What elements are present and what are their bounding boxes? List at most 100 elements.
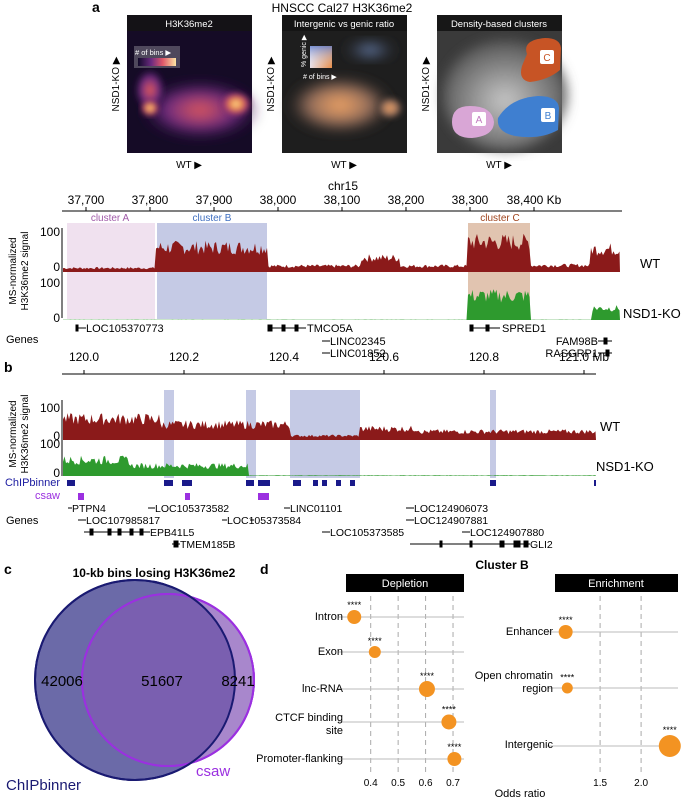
odds-ratio-point <box>347 610 362 624</box>
legend-x-label: # of bins ▶ <box>303 74 337 81</box>
gene-models <box>68 507 530 548</box>
nsd1-ko-sample-label: NSD1-KO <box>623 306 681 321</box>
odds-ratio-point <box>418 681 435 697</box>
gene-label: LOC105373585 <box>330 527 404 539</box>
cluster-c-region-label: cluster C <box>480 213 519 224</box>
enrichment-title: Enrichment <box>588 578 644 590</box>
genes-label: Genes <box>6 334 39 346</box>
axis-tick-label: 120.4 <box>269 350 299 364</box>
axis-tick-label: 37,900 <box>196 193 233 207</box>
gene-label: EPB41L5 <box>150 527 195 539</box>
category-label: Exon <box>318 646 343 658</box>
chromosome-label: chr15 <box>328 179 358 193</box>
category-label: lnc-RNA <box>302 683 344 695</box>
significance-label: **** <box>559 615 574 625</box>
x-tick-label: 1.5 <box>593 778 607 789</box>
heatmap-clusters: Density-based clusters C B A WT ▶ NSD1-K… <box>421 15 567 171</box>
wt-signal-track <box>63 413 596 440</box>
cluster-b-title: Cluster B <box>475 558 529 572</box>
chipbinner-only-count: 42006 <box>41 673 83 690</box>
x-tick-label: 0.5 <box>391 778 405 789</box>
significance-label: **** <box>447 742 462 752</box>
nsd1-ko-signal-track <box>63 289 620 320</box>
gene-label: LOC124907881 <box>414 515 488 527</box>
odds-ratio-point <box>441 714 457 730</box>
cluster-c-label: C <box>543 53 550 64</box>
heatmap-h3k36me2: H3K36me2 # of bins ▶ WT ▶ NSD1-KO ▶ <box>111 15 260 171</box>
axis-tick-label: 38,400 Kb <box>507 193 562 207</box>
significance-label: **** <box>663 725 678 735</box>
cluster-b-region <box>497 96 559 138</box>
y-axis-label: NSD1-KO ▶ <box>111 56 122 111</box>
panel-c-letter: c <box>4 561 12 577</box>
x-axis-label: WT ▶ <box>486 160 512 171</box>
panel-d-letter: d <box>260 561 269 577</box>
heatmap-title: Density-based clusters <box>451 19 547 30</box>
gene-label: PTPN4 <box>72 503 106 515</box>
heatmap-title: Intergenic vs genic ratio <box>294 19 394 30</box>
coordinate-axis: 37,700 37,800 37,900 38,000 38,100 38,200 38,3… <box>62 193 622 212</box>
genes-label: Genes <box>6 515 39 527</box>
gene-label: LOC124906073 <box>414 503 488 515</box>
x-axis-label: WT ▶ <box>331 160 357 171</box>
y-axis-label: NSD1-KO ▶ <box>421 56 432 111</box>
chipbinner-set-label: ChIPbinner <box>6 777 81 794</box>
csaw-calls <box>78 493 269 500</box>
wt-ymax: 100 <box>40 401 60 415</box>
category-label: CTCF binding <box>275 712 343 724</box>
chipbinner-calls <box>67 480 596 486</box>
wt-signal-track <box>63 233 620 272</box>
venn-title: 10-kb bins losing H3K36me2 <box>73 566 236 580</box>
figure-title: HNSCC Cal27 H3K36me2 <box>272 1 413 15</box>
nsd1-ko-sample-label: NSD1-KO <box>596 459 654 474</box>
wt-ymin: 0 <box>53 429 60 443</box>
ko-ymax: 100 <box>40 437 60 451</box>
axis-tick-label: 120.6 <box>369 350 399 364</box>
gene-label: LINC01101 <box>290 503 343 515</box>
gene-label: TMCO5A <box>307 323 354 335</box>
gene-label: RASGRP1 <box>545 348 598 360</box>
wt-ymin: 0 <box>53 260 60 274</box>
x-axis-label: WT ▶ <box>176 160 202 171</box>
gene-label: LOC105370773 <box>86 323 164 335</box>
axis-tick-label: 37,800 <box>132 193 169 207</box>
axis-tick-label: 121.0 Mb <box>559 350 609 364</box>
odds-ratio-point <box>561 682 573 694</box>
significance-label: **** <box>347 600 362 610</box>
heatmap-legend-label: # of bins ▶ <box>135 48 171 57</box>
axis-tick-label: 38,200 <box>388 193 425 207</box>
significance-label: **** <box>420 671 435 681</box>
odds-ratio-point <box>447 752 462 766</box>
significance-label: **** <box>560 673 575 683</box>
depletion-plot: 0.4 0.5 0.6 0.7 **** **** **** **** **** <box>338 596 464 789</box>
odds-ratio-point <box>368 646 381 658</box>
cluster-a-region-label: cluster A <box>91 213 130 224</box>
cluster-b-region-label: cluster B <box>193 213 232 224</box>
odds-ratio-label: Odds ratio <box>495 788 546 800</box>
axis-tick-label: 38,000 <box>260 193 297 207</box>
ko-ymin: 0 <box>53 466 60 480</box>
category-label: Enhancer <box>506 626 553 638</box>
gene-label: GLI2 <box>530 539 553 551</box>
gene-models <box>75 324 612 357</box>
axis-tick-label: 120.0 <box>69 350 99 364</box>
overlap-count: 51607 <box>141 673 183 690</box>
depletion-header <box>346 574 464 592</box>
category-label: region <box>522 683 553 695</box>
coordinate-axis: 120.0 120.2 120.4 120.6 120.8 121.0 Mb <box>62 350 609 375</box>
panel-b-letter: b <box>4 359 13 375</box>
heatmap-ratio: Intergenic vs genic ratio % genic ▶ # of… <box>266 15 407 171</box>
axis-tick-label: 38,100 <box>324 193 361 207</box>
legend-y-label: % genic ▶ <box>301 34 308 67</box>
overlap-region <box>82 594 235 766</box>
nsd1-ko-signal-track <box>63 455 596 476</box>
chipbinner-label: ChIPbinner <box>5 477 60 489</box>
ko-ymin: 0 <box>53 311 60 325</box>
axis-tick-label: 120.8 <box>469 350 499 364</box>
track-y-label-2: H3K36me2 signal <box>20 395 31 474</box>
x-tick-label: 0.7 <box>446 778 460 789</box>
gene-label: SPRED1 <box>502 323 546 335</box>
csaw-set-label: csaw <box>196 763 230 780</box>
track-y-label-1: MS-normalized <box>8 237 19 304</box>
